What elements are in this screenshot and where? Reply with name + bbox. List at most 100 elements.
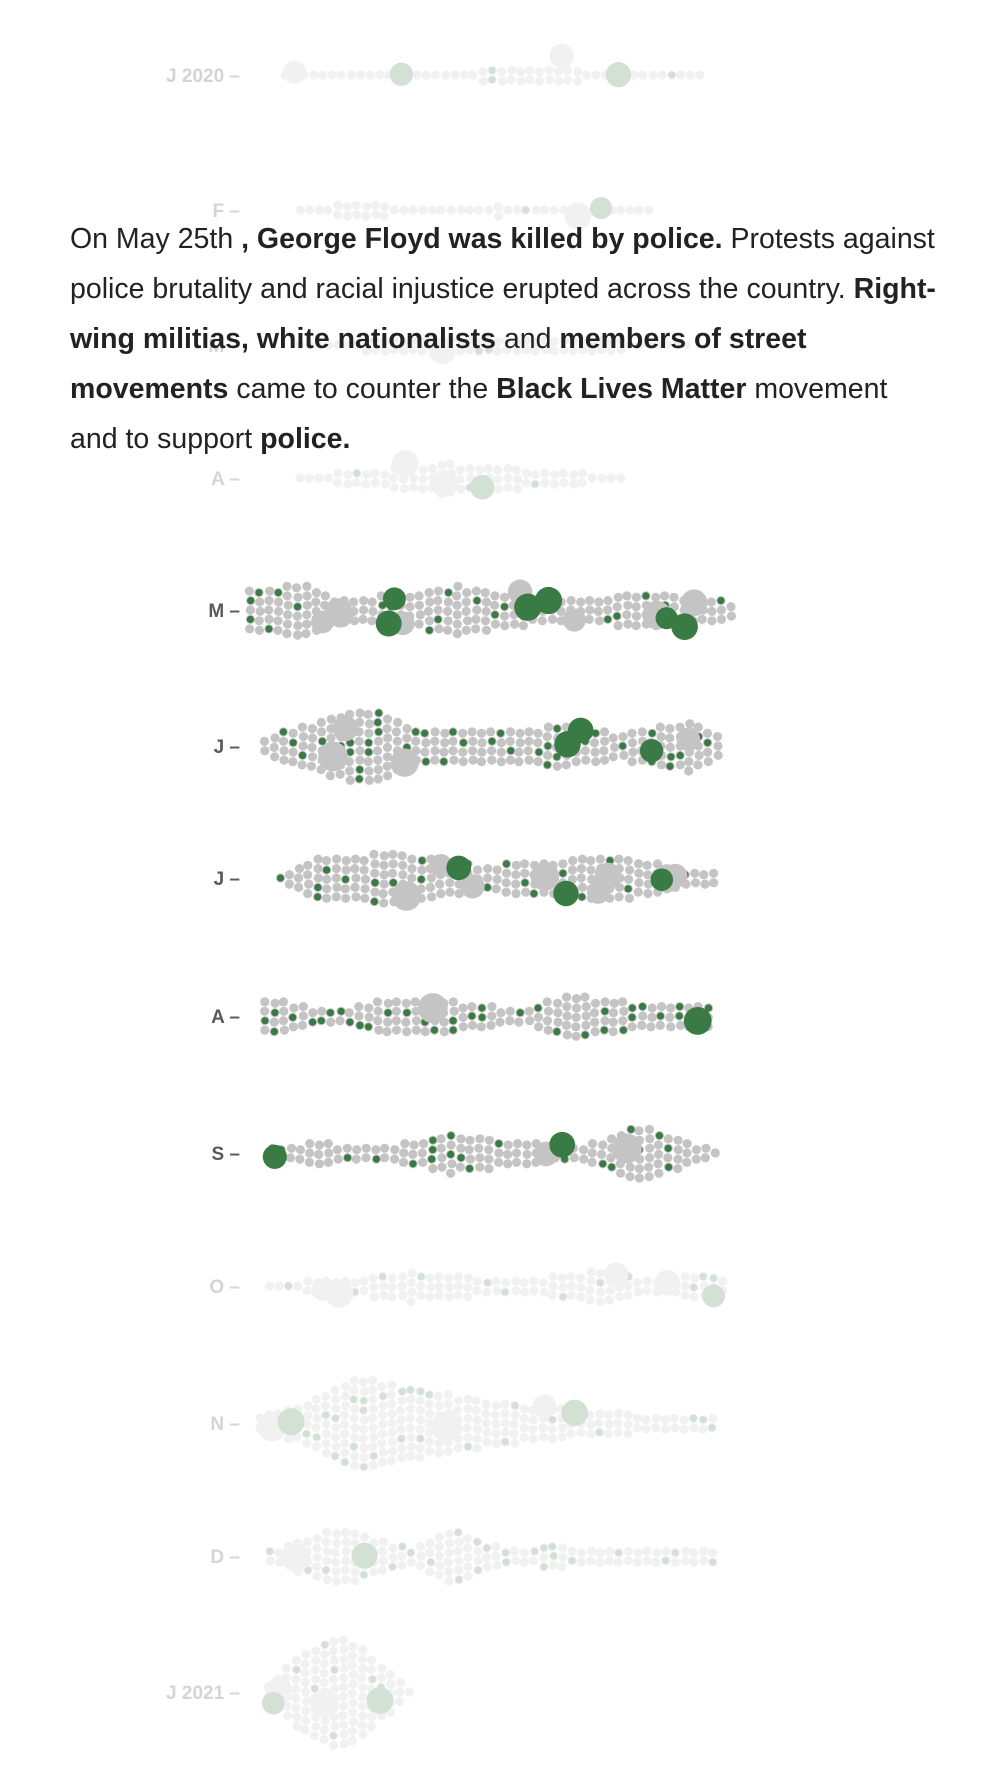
event-circle: [637, 727, 647, 737]
event-circle: [474, 1143, 484, 1153]
event-circle: [406, 1557, 417, 1567]
event-circle: [460, 70, 470, 80]
event-circle: [379, 860, 389, 870]
event-circle: [369, 1292, 379, 1302]
event-circle: [625, 340, 635, 350]
event-circle: [341, 1382, 351, 1392]
event-circle: [579, 1154, 589, 1164]
event-circle: [614, 1282, 624, 1292]
event-circle: [608, 1008, 619, 1018]
event-circle: [476, 1022, 486, 1032]
event-circle-green: [337, 1007, 345, 1015]
event-circle: [373, 755, 383, 765]
event-circle: [577, 478, 587, 488]
event-circle: [426, 1557, 436, 1567]
event-circle-green: [464, 1443, 472, 1451]
event-circle: [351, 478, 361, 488]
event-circle: [358, 1377, 368, 1387]
event-circle: [274, 597, 284, 607]
event-circle: [475, 337, 485, 347]
event-circle: [389, 473, 399, 483]
event-circle: [624, 1546, 634, 1556]
event-circle: [390, 464, 400, 474]
event-circle: [359, 1386, 369, 1396]
event-circle: [314, 1159, 324, 1169]
event-circle: [524, 736, 534, 746]
event-circle: [465, 335, 475, 345]
event-circle: [368, 606, 378, 617]
event-circle: [418, 1139, 429, 1149]
event-circle: [397, 1452, 407, 1462]
event-circle: [368, 1442, 378, 1452]
event-circle-green: [664, 1144, 672, 1152]
event-circle: [340, 1286, 350, 1296]
event-circle: [528, 1415, 538, 1425]
event-circle: [618, 1016, 628, 1026]
large-event-circle: [265, 1677, 293, 1705]
event-circle: [264, 1410, 274, 1420]
event-circle: [487, 75, 497, 85]
event-circle: [311, 1646, 321, 1656]
event-circle: [379, 1290, 389, 1300]
event-circle: [348, 1717, 359, 1727]
event-circle: [603, 1429, 613, 1439]
event-circle: [494, 211, 504, 221]
event-circle: [709, 878, 719, 888]
event-circle: [503, 482, 513, 492]
event-circle: [665, 742, 675, 753]
event-circle: [319, 1659, 329, 1669]
event-circle: [462, 1534, 472, 1544]
event-circle: [273, 616, 283, 626]
event-circle: [350, 1529, 360, 1539]
event-circle-green: [314, 883, 322, 892]
large-event-circle: [318, 741, 348, 772]
event-circle: [339, 1701, 349, 1711]
event-circle: [349, 1442, 359, 1452]
event-circle: [328, 1731, 338, 1741]
event-circle: [407, 1268, 417, 1278]
large-event-circle: [530, 862, 560, 891]
event-circle: [688, 1413, 699, 1423]
event-circle: [661, 1276, 671, 1286]
event-circle: [653, 1140, 664, 1150]
event-circle: [316, 717, 326, 728]
event-circle: [332, 1145, 342, 1155]
event-circle: [718, 1276, 728, 1286]
event-circle: [435, 1560, 445, 1570]
event-circle: [407, 1287, 417, 1297]
event-circle: [406, 1278, 416, 1288]
event-circle: [675, 760, 685, 770]
event-circle: [553, 1017, 563, 1027]
event-circle: [359, 1570, 369, 1580]
large-event-circle: [564, 202, 592, 230]
month-label: J 2021 –: [166, 1683, 240, 1704]
event-circle: [378, 1537, 388, 1547]
event-circle: [349, 597, 359, 607]
event-circle: [547, 1434, 558, 1444]
event-circle: [349, 1432, 360, 1442]
event-circle: [519, 1548, 530, 1558]
event-circle: [465, 482, 475, 492]
event-circle: [293, 1538, 303, 1548]
event-circle-green: [406, 1386, 414, 1394]
large-event-circle: [417, 993, 448, 1024]
month-label: J 2020 –: [166, 66, 240, 87]
event-circle: [538, 1413, 548, 1423]
event-circle-green: [666, 762, 674, 770]
event-circle-green: [292, 1666, 301, 1674]
event-circle: [483, 864, 493, 874]
event-circle: [333, 200, 343, 210]
event-circle: [279, 1006, 289, 1016]
event-circle-green: [516, 1009, 524, 1017]
event-circle: [274, 1281, 284, 1291]
event-circle: [558, 468, 569, 478]
large-event-circle: [391, 881, 422, 911]
event-circle: [680, 1556, 690, 1566]
event-circle: [399, 1148, 409, 1158]
event-circle: [524, 755, 534, 765]
event-circle: [396, 1434, 406, 1444]
event-circle: [270, 998, 280, 1008]
event-circle: [355, 746, 365, 756]
event-circle: [653, 1159, 663, 1169]
event-circle-green: [553, 753, 561, 761]
